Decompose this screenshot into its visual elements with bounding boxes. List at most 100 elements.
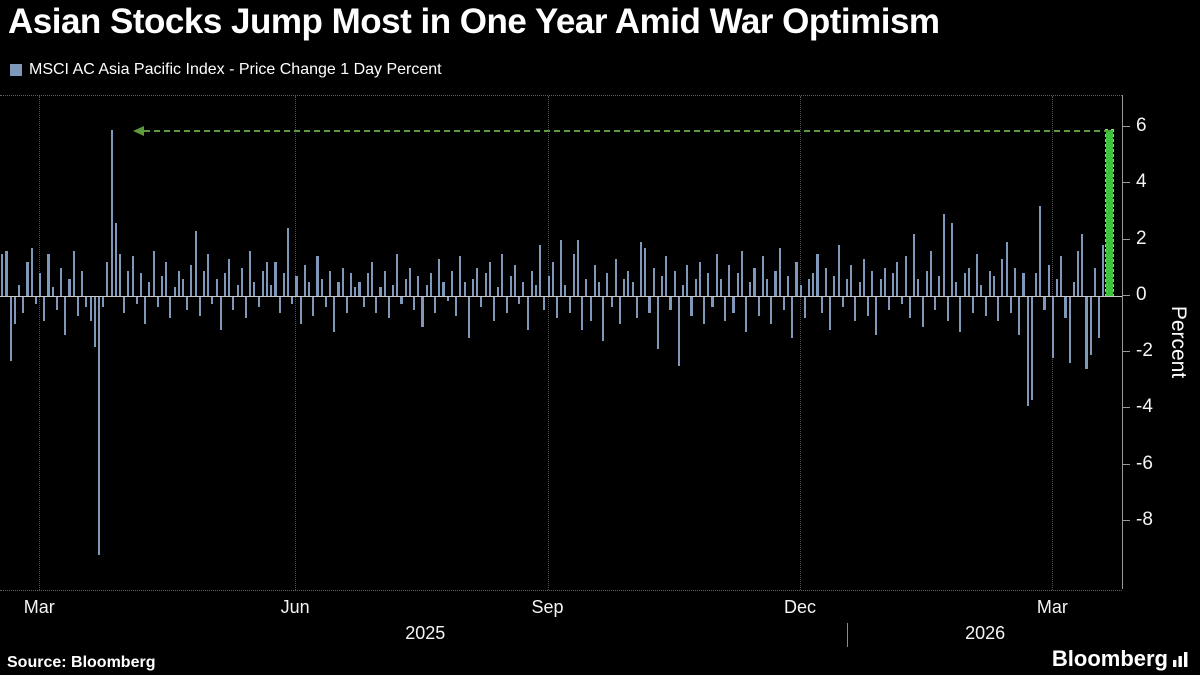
bar [215,278,218,296]
bar [85,295,88,308]
bar [934,295,937,310]
bar [97,295,100,555]
x-tick-label: Sep [531,597,564,617]
bar [228,259,231,296]
bar [459,256,462,296]
bar [47,253,50,296]
bar [488,262,491,296]
y-tick-mark [1122,351,1130,353]
bar [471,278,474,296]
bar [333,295,336,333]
bar [404,278,407,296]
bar [1093,267,1096,296]
bar [648,295,651,313]
bar [522,281,525,296]
bar [1089,295,1092,355]
bar [257,295,260,308]
bar [606,273,609,296]
bar [400,295,403,305]
bar [929,250,933,296]
bar [711,295,714,308]
bar [1018,295,1021,336]
bar [551,262,554,296]
bar [564,284,567,296]
bar [719,278,722,296]
bar [165,262,168,296]
bar [123,295,126,313]
bar [329,270,332,296]
bar [682,284,685,296]
bar [64,295,67,336]
bar [883,267,886,296]
arrow-head-icon [132,125,144,136]
bar [139,273,143,296]
grid-vline [547,96,549,590]
bar [950,222,954,296]
bar [661,276,664,296]
bar [656,295,659,350]
bar [808,278,811,296]
x-tick-label: Jun [280,597,310,617]
y-tick-label: 6 [1136,114,1147,136]
bar [644,248,647,296]
bar [114,222,117,296]
bar [480,295,483,308]
bar [707,273,710,296]
bar [345,295,348,313]
x-axis: Mar Jun Sep Dec Mar [0,597,1122,621]
bar [652,267,655,296]
bar [392,284,395,296]
bar [526,295,529,330]
bar [946,295,949,322]
bar [917,278,920,296]
bar [980,284,983,296]
bar [854,295,857,322]
bar [976,253,979,296]
y-tick-mark [1122,294,1130,296]
bar [513,264,517,296]
bar [1077,250,1080,296]
zero-baseline [0,295,1122,297]
bar [997,295,1000,322]
bar [963,273,966,296]
bar [408,267,411,296]
bar [362,295,365,308]
bar [160,276,164,296]
bar [442,281,445,296]
bar [198,295,201,316]
bar [270,284,273,296]
bar [249,250,252,296]
bar [589,295,592,322]
grid-vline [295,96,297,590]
bar [308,281,311,296]
bar [866,295,870,316]
bar [446,295,449,302]
bar [862,259,865,296]
bar [892,273,895,296]
bar [266,262,269,296]
y-tick-label: -2 [1136,340,1153,362]
bar [955,281,958,296]
bar [887,295,891,310]
year-divider [847,623,849,647]
bar [547,276,550,296]
bar [879,278,882,296]
bar [732,295,735,313]
bar [1102,245,1105,296]
bar [1064,295,1067,319]
bar [1085,295,1088,370]
chart-plot [0,95,1122,591]
bar [543,295,546,310]
bar [509,276,512,296]
bar [803,295,806,319]
bar [387,295,390,319]
bar [5,250,8,296]
bar [1043,295,1046,310]
bar [1056,278,1059,296]
bar [278,295,281,313]
y-tick-label: -4 [1136,396,1153,418]
bar [1060,256,1063,296]
bar [341,267,344,296]
bar [13,295,16,324]
bar [505,295,508,313]
